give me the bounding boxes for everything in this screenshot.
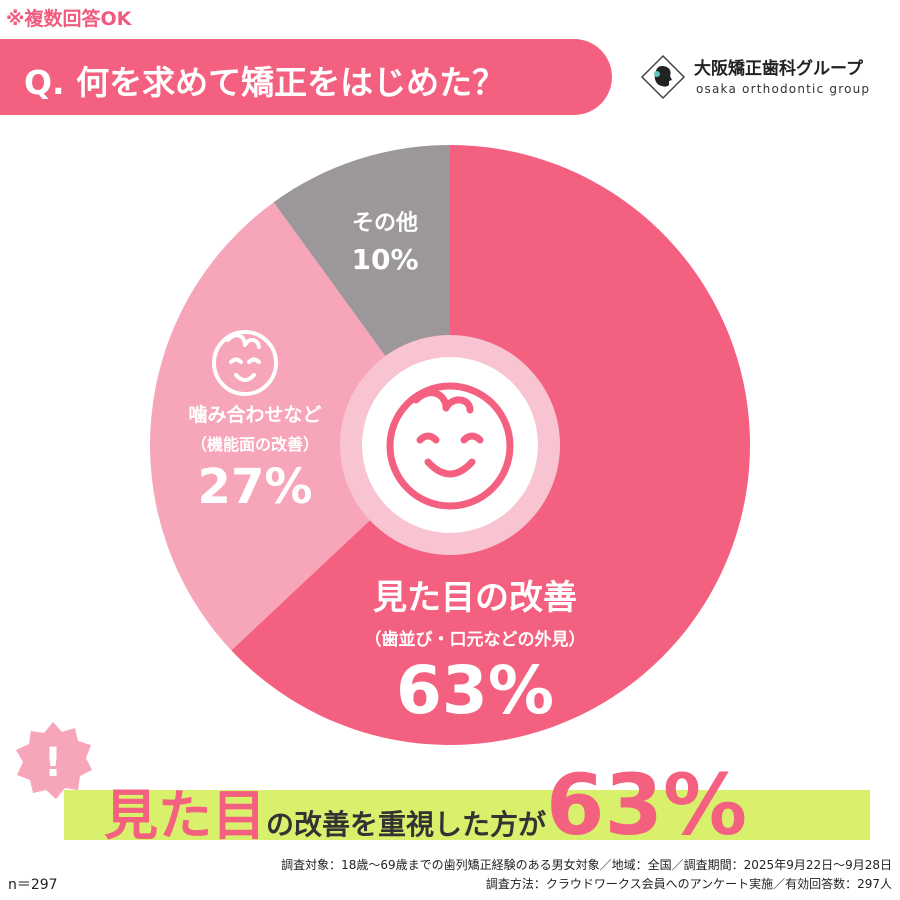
smiling-baby-face-icon [386, 382, 514, 510]
slice-label-bite: 噛み合わせなど （機能面の改善） 27% [150, 400, 360, 515]
silhouette-logo-icon [640, 54, 686, 100]
looks-label: 見た目の改善 [373, 578, 577, 618]
sample-size: n＝297 [8, 877, 58, 893]
conclusion-headline: 見た目の改善を重視した方が63% [104, 756, 884, 854]
bite-label: 噛み合わせなど [188, 404, 322, 426]
looks-percent: 63% [396, 652, 554, 729]
pie-slice-bite [149, 202, 450, 651]
conclusion-text: の改善を重視した方が [266, 808, 547, 841]
bite-percent: 27% [197, 459, 313, 515]
baby-face-icon [212, 330, 278, 396]
other-percent: 10% [351, 243, 419, 276]
logo-name: 大阪矯正歯科グループ [694, 59, 863, 79]
footnote-line-2: 調査方法：クラウドワークス会員へのアンケート実施／有効回答数：297人 [485, 877, 892, 891]
slice-label-other: その他 10% [320, 205, 450, 276]
survey-footnote: 調査対象：18歳〜69歳までの歯列矯正経験のある男女対象／地域：全国／調査期間：… [281, 856, 892, 894]
looks-sublabel: （歯並び・口元などの外見） [364, 630, 586, 650]
slice-label-looks: 見た目の改善 （歯並び・口元などの外見） 63% [325, 570, 625, 729]
other-label: その他 [351, 211, 418, 236]
exclamation-badge: ! [16, 722, 92, 799]
multiple-answers-note: ※複数回答OK [6, 8, 132, 30]
bite-sublabel: （機能面の改善） [190, 435, 319, 454]
footnote-line-1: 調査対象：18歳〜69歳までの歯列矯正経験のある男女対象／地域：全国／調査期間：… [281, 858, 892, 872]
highlight-band [64, 790, 870, 840]
question-title: Q. 何を求めて矯正をはじめた？ [24, 63, 506, 102]
logo-subtitle: osaka orthodontic group [696, 82, 871, 96]
brand-logo: 大阪矯正歯科グループ osaka orthodontic group [638, 52, 888, 104]
question-banner: Q. 何を求めて矯正をはじめた？ [0, 39, 612, 115]
conclusion-keyword: 見た目 [104, 784, 266, 847]
badge-mark: ! [44, 740, 62, 786]
conclusion-percent: 63% [546, 756, 748, 854]
